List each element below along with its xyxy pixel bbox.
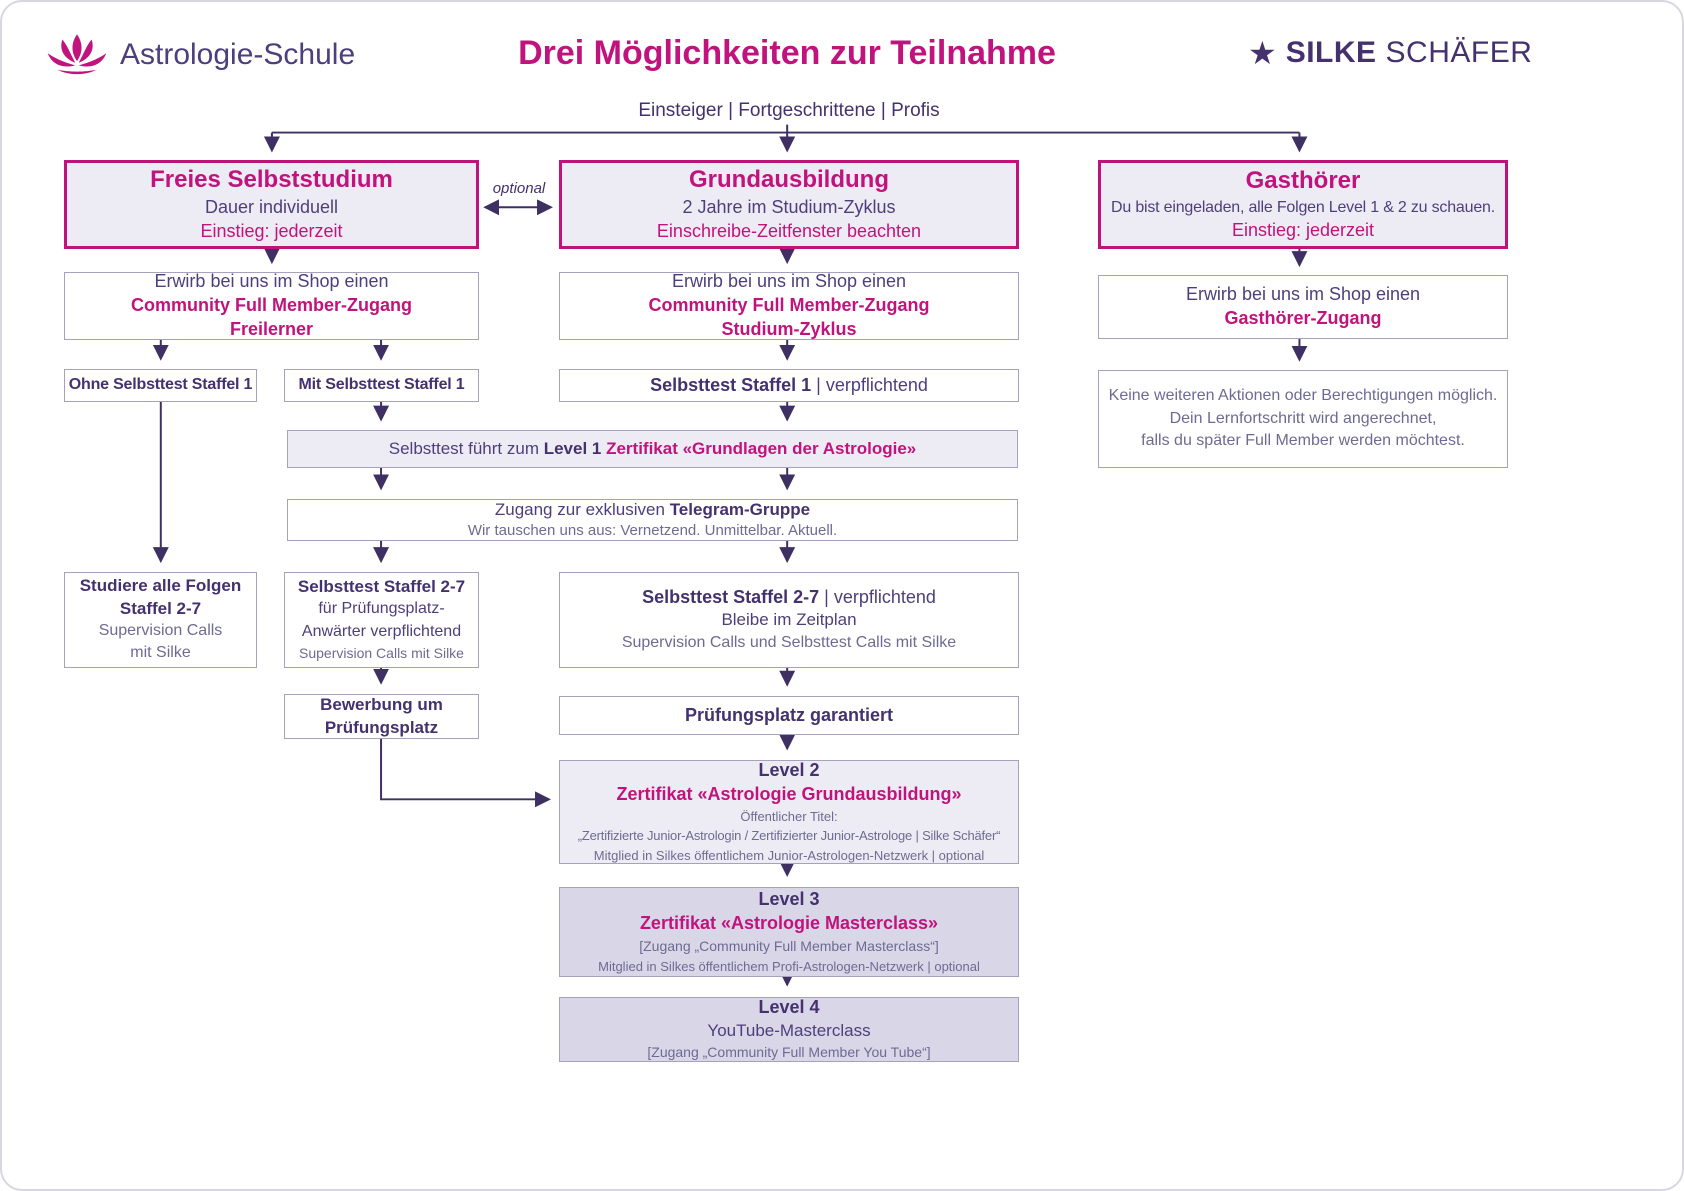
box-subline: Du bist eingeladen, alle Folgen Level 1 …: [1111, 198, 1495, 216]
box-title: Gasthörer: [1245, 167, 1361, 195]
bewerbung-box: Bewerbung um Prüfungsplatz: [284, 694, 479, 739]
shop-line: Community Full Member-Zugang: [648, 295, 930, 316]
telegram-pre: Zugang zur exklusiven: [494, 499, 670, 519]
logo-last-name: SCHÄFER: [1385, 36, 1533, 69]
info-line: Keine weiteren Aktionen oder Berechtigun…: [1108, 387, 1498, 405]
shop-freilerner-box: Erwirb bei uns im Shop einen Community F…: [64, 271, 479, 340]
level-subtitle: YouTube-Masterclass: [707, 1020, 871, 1040]
audience-subtitle: Einsteiger | Fortgeschrittene | Profis: [638, 100, 940, 121]
box-line: Anwärter verpflichtend: [301, 622, 462, 640]
box-line: Studiere alle Folgen: [79, 576, 242, 596]
grundausbildung-box: Grundausbildung 2 Jahre im Studium-Zyklu…: [559, 160, 1019, 249]
box-label-bold: Selbsttest Staffel 1: [650, 374, 812, 395]
box-subline: Einstieg: jederzeit: [1231, 220, 1375, 241]
level3-box: Level 3 Zertifikat «Astrologie Mastercla…: [559, 887, 1019, 977]
selbsttest-staffel1-box: Selbsttest Staffel 1 | verpflichtend: [559, 369, 1019, 402]
box-line: für Prüfungsplatz-: [318, 600, 445, 618]
shop-line: Erwirb bei uns im Shop einen: [154, 271, 389, 292]
level2-box: Level 2 Zertifikat «Astrologie Grundausb…: [559, 760, 1019, 864]
level-subline: „Zertifizierte Junior-Astrologin / Zerti…: [577, 828, 1001, 843]
level-subline: Mitglied in Silkes öffentlichem Profi-As…: [598, 958, 980, 974]
box-line: Supervision Calls: [98, 622, 223, 640]
selbsttest-staffel27-pflicht-box: Selbsttest Staffel 2-7 | verpflichtend B…: [559, 572, 1019, 668]
gasthoerer-box: Gasthörer Du bist eingeladen, alle Folge…: [1098, 160, 1508, 249]
box-line: Selbsttest Staffel 2-7: [297, 576, 466, 596]
telegram-box: Zugang zur exklusiven Telegram-Gruppe Wi…: [287, 499, 1018, 541]
telegram-bold: Telegram-Gruppe: [669, 499, 811, 519]
level1-zertifikat-box: Selbsttest führt zum Level 1 Zertifikat …: [287, 430, 1018, 468]
level1-bold: Level 1: [543, 438, 607, 458]
level-cert: Zertifikat «Astrologie Masterclass»: [639, 912, 939, 933]
info-line: falls du später Full Member werden möcht…: [1141, 432, 1465, 450]
shop-studium-zyklus-box: Erwirb bei uns im Shop einen Community F…: [559, 271, 1019, 340]
star-icon: ★: [1248, 35, 1277, 71]
shop-line: Freilerner: [229, 318, 314, 339]
silke-schaefer-logo: ★ SILKE SCHÄFER: [1248, 36, 1532, 70]
shop-gasthoerer-box: Erwirb bei uns im Shop einen Gasthörer-Z…: [1098, 275, 1508, 339]
box-line: mit Silke: [130, 644, 191, 662]
box-subline: Einschreibe-Zeitfenster beachten: [656, 220, 922, 241]
box-title: Grundausbildung: [689, 166, 889, 194]
shop-line: Community Full Member-Zugang: [131, 295, 412, 316]
level-subline: Öffentlicher Titel:: [740, 808, 838, 824]
level-cert: Zertifikat «Astrologie Grundausbildung»: [616, 783, 962, 804]
level-subline: [Zugang „Community Full Member Mastercla…: [639, 937, 939, 954]
box-line: Prüfungsplatz: [324, 717, 439, 737]
level1-cert: Zertifikat «Grundlagen der Astrologie»: [606, 438, 917, 458]
level-title: Level 2: [758, 760, 820, 780]
page-title: Drei Möglichkeiten zur Teilnahme: [518, 34, 1056, 72]
box-line: Supervision Calls und Selbsttest Calls m…: [621, 633, 957, 651]
level-subline: Mitglied in Silkes öffentlichem Junior-A…: [593, 847, 985, 863]
logo-first-name: SILKE: [1285, 36, 1377, 69]
selbsttest-staffel27-anwaerter-box: Selbsttest Staffel 2-7 für Prüfungsplatz…: [284, 572, 479, 668]
box-label: Mit Selbsttest Staffel 1: [298, 376, 465, 394]
box-line-bold: Selbsttest Staffel 2-7: [642, 586, 820, 607]
box-title: Freies Selbststudium: [150, 166, 393, 194]
gasthoerer-info-box: Keine weiteren Aktionen oder Berechtigun…: [1098, 370, 1508, 468]
box-line: Supervision Calls mit Silke: [299, 645, 464, 662]
shop-line: Gasthörer-Zugang: [1224, 308, 1382, 328]
box-line: Bleibe im Zeitplan: [721, 610, 857, 630]
level-title: Level 3: [758, 889, 820, 909]
brand-name: Astrologie-Schule: [120, 38, 356, 71]
ohne-selbsttest-box: Ohne Selbsttest Staffel 1: [64, 369, 257, 402]
box-subline: Einstieg: jederzeit: [200, 220, 343, 241]
box-subline: Dauer individuell: [204, 197, 339, 218]
level-title: Level 4: [758, 996, 820, 1017]
telegram-subline: Wir tauschen uns aus: Vernetzend. Unmitt…: [467, 522, 838, 540]
box-line: Staffel 2-7: [119, 598, 202, 618]
brand: Astrologie-Schule: [46, 30, 355, 80]
info-line: Dein Lernfortschritt wird angerechnet,: [1169, 409, 1437, 427]
shop-line: Erwirb bei uns im Shop einen: [671, 271, 907, 292]
pruefungsplatz-box: Prüfungsplatz garantiert: [559, 696, 1019, 735]
mit-selbsttest-box: Mit Selbsttest Staffel 1: [284, 369, 479, 402]
level-subline: [Zugang „Community Full Member You Tube“…: [647, 1044, 931, 1061]
level1-pre: Selbsttest führt zum: [388, 438, 544, 458]
box-label: Prüfungsplatz garantiert: [684, 704, 894, 725]
level4-box: Level 4 YouTube-Masterclass [Zugang „Com…: [559, 997, 1019, 1062]
freies-selbststudium-box: Freies Selbststudium Dauer individuell E…: [64, 160, 479, 249]
box-line: Bewerbung um: [320, 695, 443, 715]
box-label-rest: | verpflichtend: [811, 374, 928, 395]
studiere-box: Studiere alle Folgen Staffel 2-7 Supervi…: [64, 572, 257, 668]
shop-line: Erwirb bei uns im Shop einen: [1185, 284, 1421, 305]
box-subline: 2 Jahre im Studium-Zyklus: [682, 197, 896, 218]
optional-label: optional: [492, 180, 546, 197]
lotus-icon: [47, 34, 107, 75]
box-label: Ohne Selbsttest Staffel 1: [68, 376, 253, 394]
box-line-rest: | verpflichtend: [819, 586, 936, 607]
shop-line: Studium-Zyklus: [721, 318, 857, 339]
